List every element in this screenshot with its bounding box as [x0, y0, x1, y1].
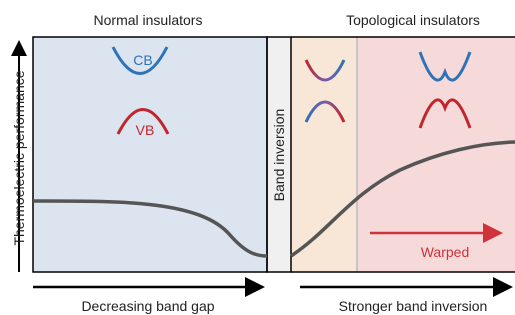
- y-axis-label: Thermoelectric performance: [11, 70, 27, 245]
- diagram: Normal insulators Topological insulators…: [0, 0, 515, 315]
- header-right: Topological insulators: [346, 12, 480, 28]
- cb-label: CB: [133, 52, 152, 68]
- header-left: Normal insulators: [94, 12, 203, 28]
- warped-label: Warped: [421, 244, 470, 260]
- band-inversion-label: Band inversion: [271, 109, 287, 202]
- footer-right: Stronger band inversion: [339, 298, 488, 314]
- topo-region-1: [291, 37, 357, 272]
- vb-label: VB: [136, 122, 155, 138]
- footer-left: Decreasing band gap: [81, 298, 214, 314]
